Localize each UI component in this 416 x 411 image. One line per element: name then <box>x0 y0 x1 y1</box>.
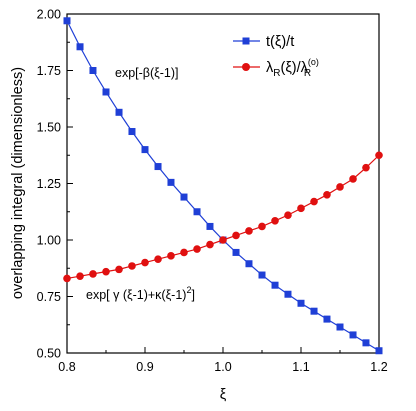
y-tick-label: 1.75 <box>37 64 61 78</box>
data-point-circle <box>193 245 201 253</box>
annotation-exp-gamma-sup: 2 <box>186 285 191 295</box>
data-point-square <box>349 331 357 339</box>
data-point-square <box>167 178 175 186</box>
data-point-square <box>180 193 188 201</box>
data-point-circle <box>310 197 318 206</box>
data-point-circle <box>141 258 149 267</box>
data-point-square <box>323 315 331 323</box>
data-point-circle <box>284 211 292 219</box>
series-line-1 <box>66 154 380 280</box>
legend: t(ξ)/t λR(ξ)/λ(o) R <box>233 34 319 79</box>
data-point-square <box>128 128 136 136</box>
x-tick-label: 0.9 <box>136 360 153 374</box>
annotation-exp-gamma-main: exp[ γ (ξ-1)+κ(ξ-1) <box>86 288 186 302</box>
data-point-circle <box>297 204 305 213</box>
data-point-square <box>232 248 240 256</box>
annotation-exp-beta: exp[-β(ξ-1)] <box>115 66 179 80</box>
x-tick-label: 1.2 <box>370 360 387 374</box>
series-layer <box>63 17 383 355</box>
data-point-square <box>258 271 266 279</box>
x-tick-label: 1.0 <box>214 360 231 374</box>
legend-lambda-main: λ <box>266 60 274 76</box>
data-point-circle <box>76 272 84 280</box>
axis-ticks: 0.8 0.9 1.0 1.1 1.2 0.50 0.75 1.00 1.25 1.50 1.75 2… <box>37 8 388 375</box>
data-point-circle <box>232 231 240 240</box>
data-point-circle <box>206 240 214 249</box>
plot-frame <box>66 13 380 354</box>
data-point-square <box>375 347 383 355</box>
legend-lambda-sup: (o) <box>308 57 319 67</box>
data-point-square <box>206 222 214 230</box>
x-tick-label: 1.1 <box>292 360 309 374</box>
legend-lambda-sub2: R <box>304 68 311 79</box>
data-point-circle <box>115 265 123 274</box>
data-point-square <box>271 281 279 289</box>
data-point-circle <box>167 252 175 260</box>
data-point-square <box>310 307 318 315</box>
data-point-circle <box>102 267 110 276</box>
data-point-square <box>141 146 149 154</box>
data-point-square <box>76 43 84 51</box>
data-point-square <box>154 163 162 171</box>
legend-lambda-sub: R <box>273 68 280 79</box>
data-point-square <box>193 208 201 216</box>
y-tick-label: 1.50 <box>37 121 61 135</box>
y-axis-title: overlapping integral (dimensionless) <box>10 67 26 299</box>
data-point-circle <box>219 236 227 244</box>
data-point-circle <box>323 191 331 199</box>
data-point-circle <box>271 216 279 225</box>
legend-label-t: t(ξ)/t <box>266 34 294 50</box>
data-point-circle <box>349 175 357 183</box>
legend-lambda-tail: (ξ)/λ <box>280 60 308 76</box>
data-point-circle <box>362 163 370 172</box>
data-point-square <box>284 290 292 298</box>
data-point-circle <box>336 183 344 191</box>
legend-label-lambda: λR(ξ)/λ(o) R <box>266 57 319 79</box>
data-point-square <box>245 260 253 268</box>
annotation-exp-gamma: exp[ γ (ξ-1)+κ(ξ-1)2] <box>86 285 195 302</box>
data-point-circle <box>245 227 253 235</box>
data-point-circle <box>63 274 71 283</box>
x-axis-title: ξ <box>220 387 227 403</box>
annotation-exp-gamma-tail: ] <box>191 288 194 302</box>
data-point-square <box>115 108 123 116</box>
data-point-square <box>63 17 71 25</box>
data-point-square <box>336 323 344 331</box>
legend-marker-lambda <box>242 63 250 71</box>
data-point-square <box>102 88 110 96</box>
data-point-circle <box>154 255 162 264</box>
data-point-circle <box>375 151 383 160</box>
y-tick-label: 2.00 <box>37 8 61 22</box>
data-point-circle <box>128 262 136 270</box>
y-tick-label: 1.00 <box>37 234 61 248</box>
data-point-square <box>89 67 97 74</box>
data-point-circle <box>89 270 97 278</box>
legend-marker-t <box>242 37 250 45</box>
data-point-square <box>362 339 370 347</box>
y-tick-label: 0.75 <box>37 290 61 304</box>
x-tick-label: 0.8 <box>58 360 75 374</box>
y-tick-label: 0.50 <box>37 347 61 361</box>
y-tick-label: 1.25 <box>37 177 61 191</box>
data-point-square <box>297 299 305 307</box>
data-point-circle <box>258 222 266 231</box>
data-point-circle <box>180 248 188 257</box>
